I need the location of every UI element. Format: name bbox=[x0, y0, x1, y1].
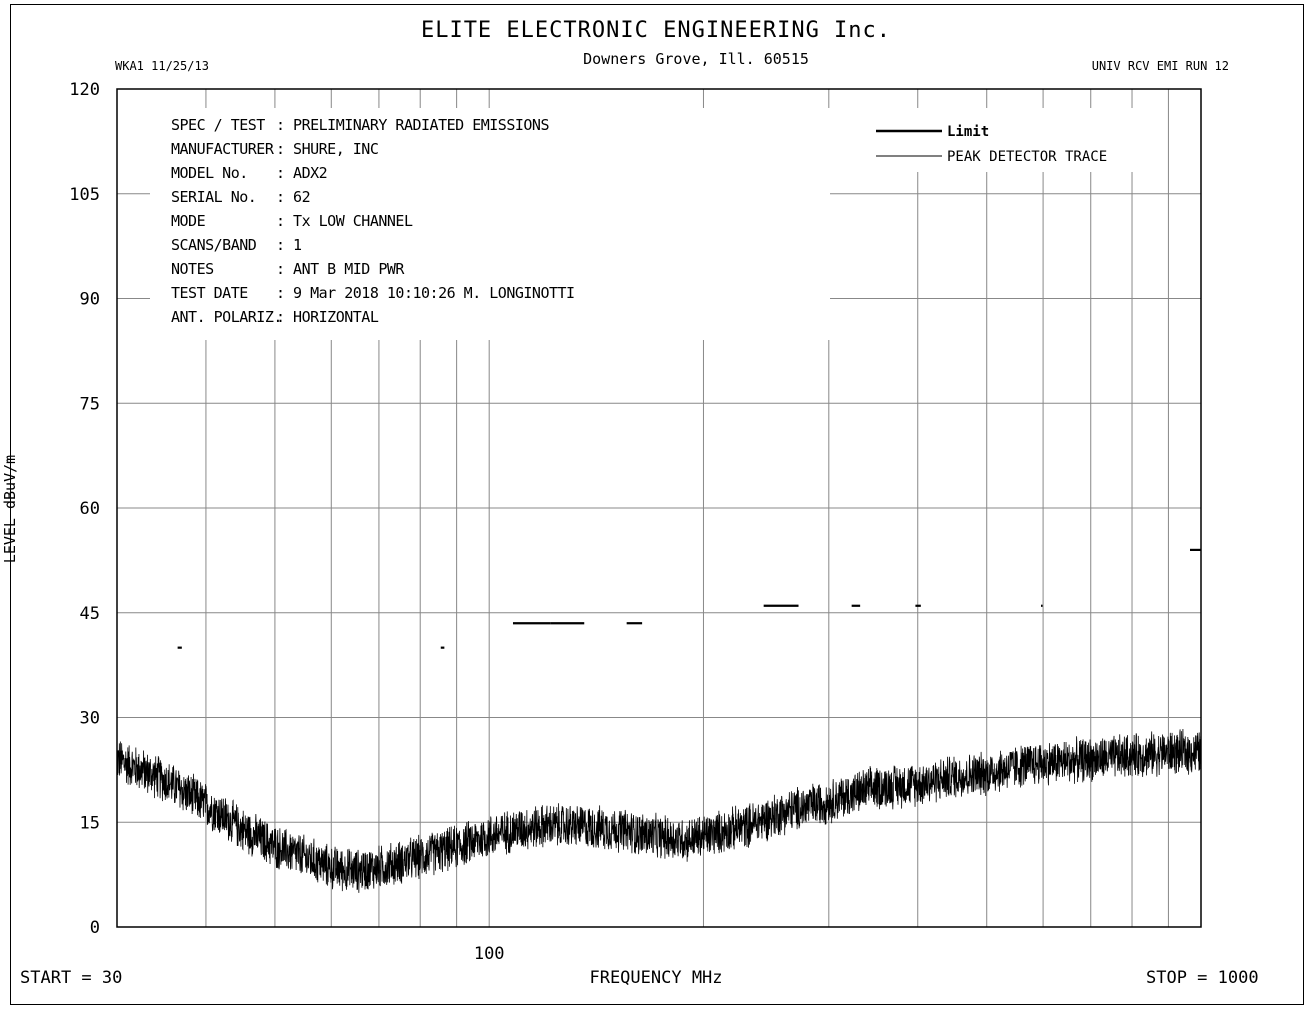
y-tick-label: 45 bbox=[80, 604, 100, 624]
info-label: MANUFACTURER bbox=[171, 140, 274, 158]
y-tick-label: 60 bbox=[80, 499, 100, 519]
info-label: MODE bbox=[171, 212, 206, 230]
stop-frequency: STOP = 1000 bbox=[1146, 968, 1259, 988]
y-tick-label: 0 bbox=[90, 918, 100, 938]
left-code: WKA1 11/25/13 bbox=[115, 59, 209, 73]
info-label: TEST DATE bbox=[171, 284, 248, 302]
x-tick-label: 100 bbox=[474, 944, 505, 964]
x-axis-label: FREQUENCY MHz bbox=[589, 968, 723, 988]
info-value: : SHURE, INC bbox=[276, 140, 379, 158]
legend-peak-label: PEAK DETECTOR TRACE bbox=[947, 149, 1107, 165]
page-frame bbox=[10, 4, 1304, 1005]
peak-detector-trace bbox=[116, 729, 1202, 893]
info-value: : 1 bbox=[276, 236, 302, 254]
info-value: : 9 Mar 2018 10:10:26 M. LONGINOTTI bbox=[276, 284, 575, 302]
y-tick-label: 75 bbox=[80, 394, 100, 414]
legend-background bbox=[860, 108, 1160, 172]
y-tick-label: 105 bbox=[69, 185, 100, 205]
info-background bbox=[150, 108, 830, 340]
report-subtitle: Downers Grove, Ill. 60515 bbox=[583, 50, 809, 68]
info-value: : Tx LOW CHANNEL bbox=[276, 212, 413, 230]
plot-area bbox=[116, 88, 1202, 928]
legend-limit-label: Limit bbox=[947, 124, 989, 140]
info-label: SERIAL No. bbox=[171, 188, 257, 206]
info-value: : 62 bbox=[276, 188, 311, 206]
info-value: : ADX2 bbox=[276, 164, 328, 182]
y-tick-label: 15 bbox=[80, 813, 100, 833]
y-tick-label: 120 bbox=[69, 80, 100, 100]
info-label: NOTES bbox=[171, 260, 214, 278]
info-label: SCANS/BAND bbox=[171, 236, 257, 254]
y-tick-label: 30 bbox=[80, 709, 100, 729]
info-value: : ANT B MID PWR bbox=[276, 260, 404, 278]
info-label: ANT. POLARIZ. bbox=[171, 308, 282, 326]
info-label: SPEC / TEST bbox=[171, 116, 265, 134]
report-title: ELITE ELECTRONIC ENGINEERING Inc. bbox=[420, 18, 892, 43]
y-tick-label: 90 bbox=[80, 290, 100, 310]
info-value: : HORIZONTAL bbox=[276, 308, 379, 326]
info-label: MODEL No. bbox=[171, 164, 248, 182]
right-code: UNIV RCV EMI RUN 12 bbox=[1091, 59, 1229, 73]
info-value: : PRELIMINARY RADIATED EMISSIONS bbox=[276, 116, 549, 134]
start-frequency: START = 30 bbox=[20, 968, 123, 988]
